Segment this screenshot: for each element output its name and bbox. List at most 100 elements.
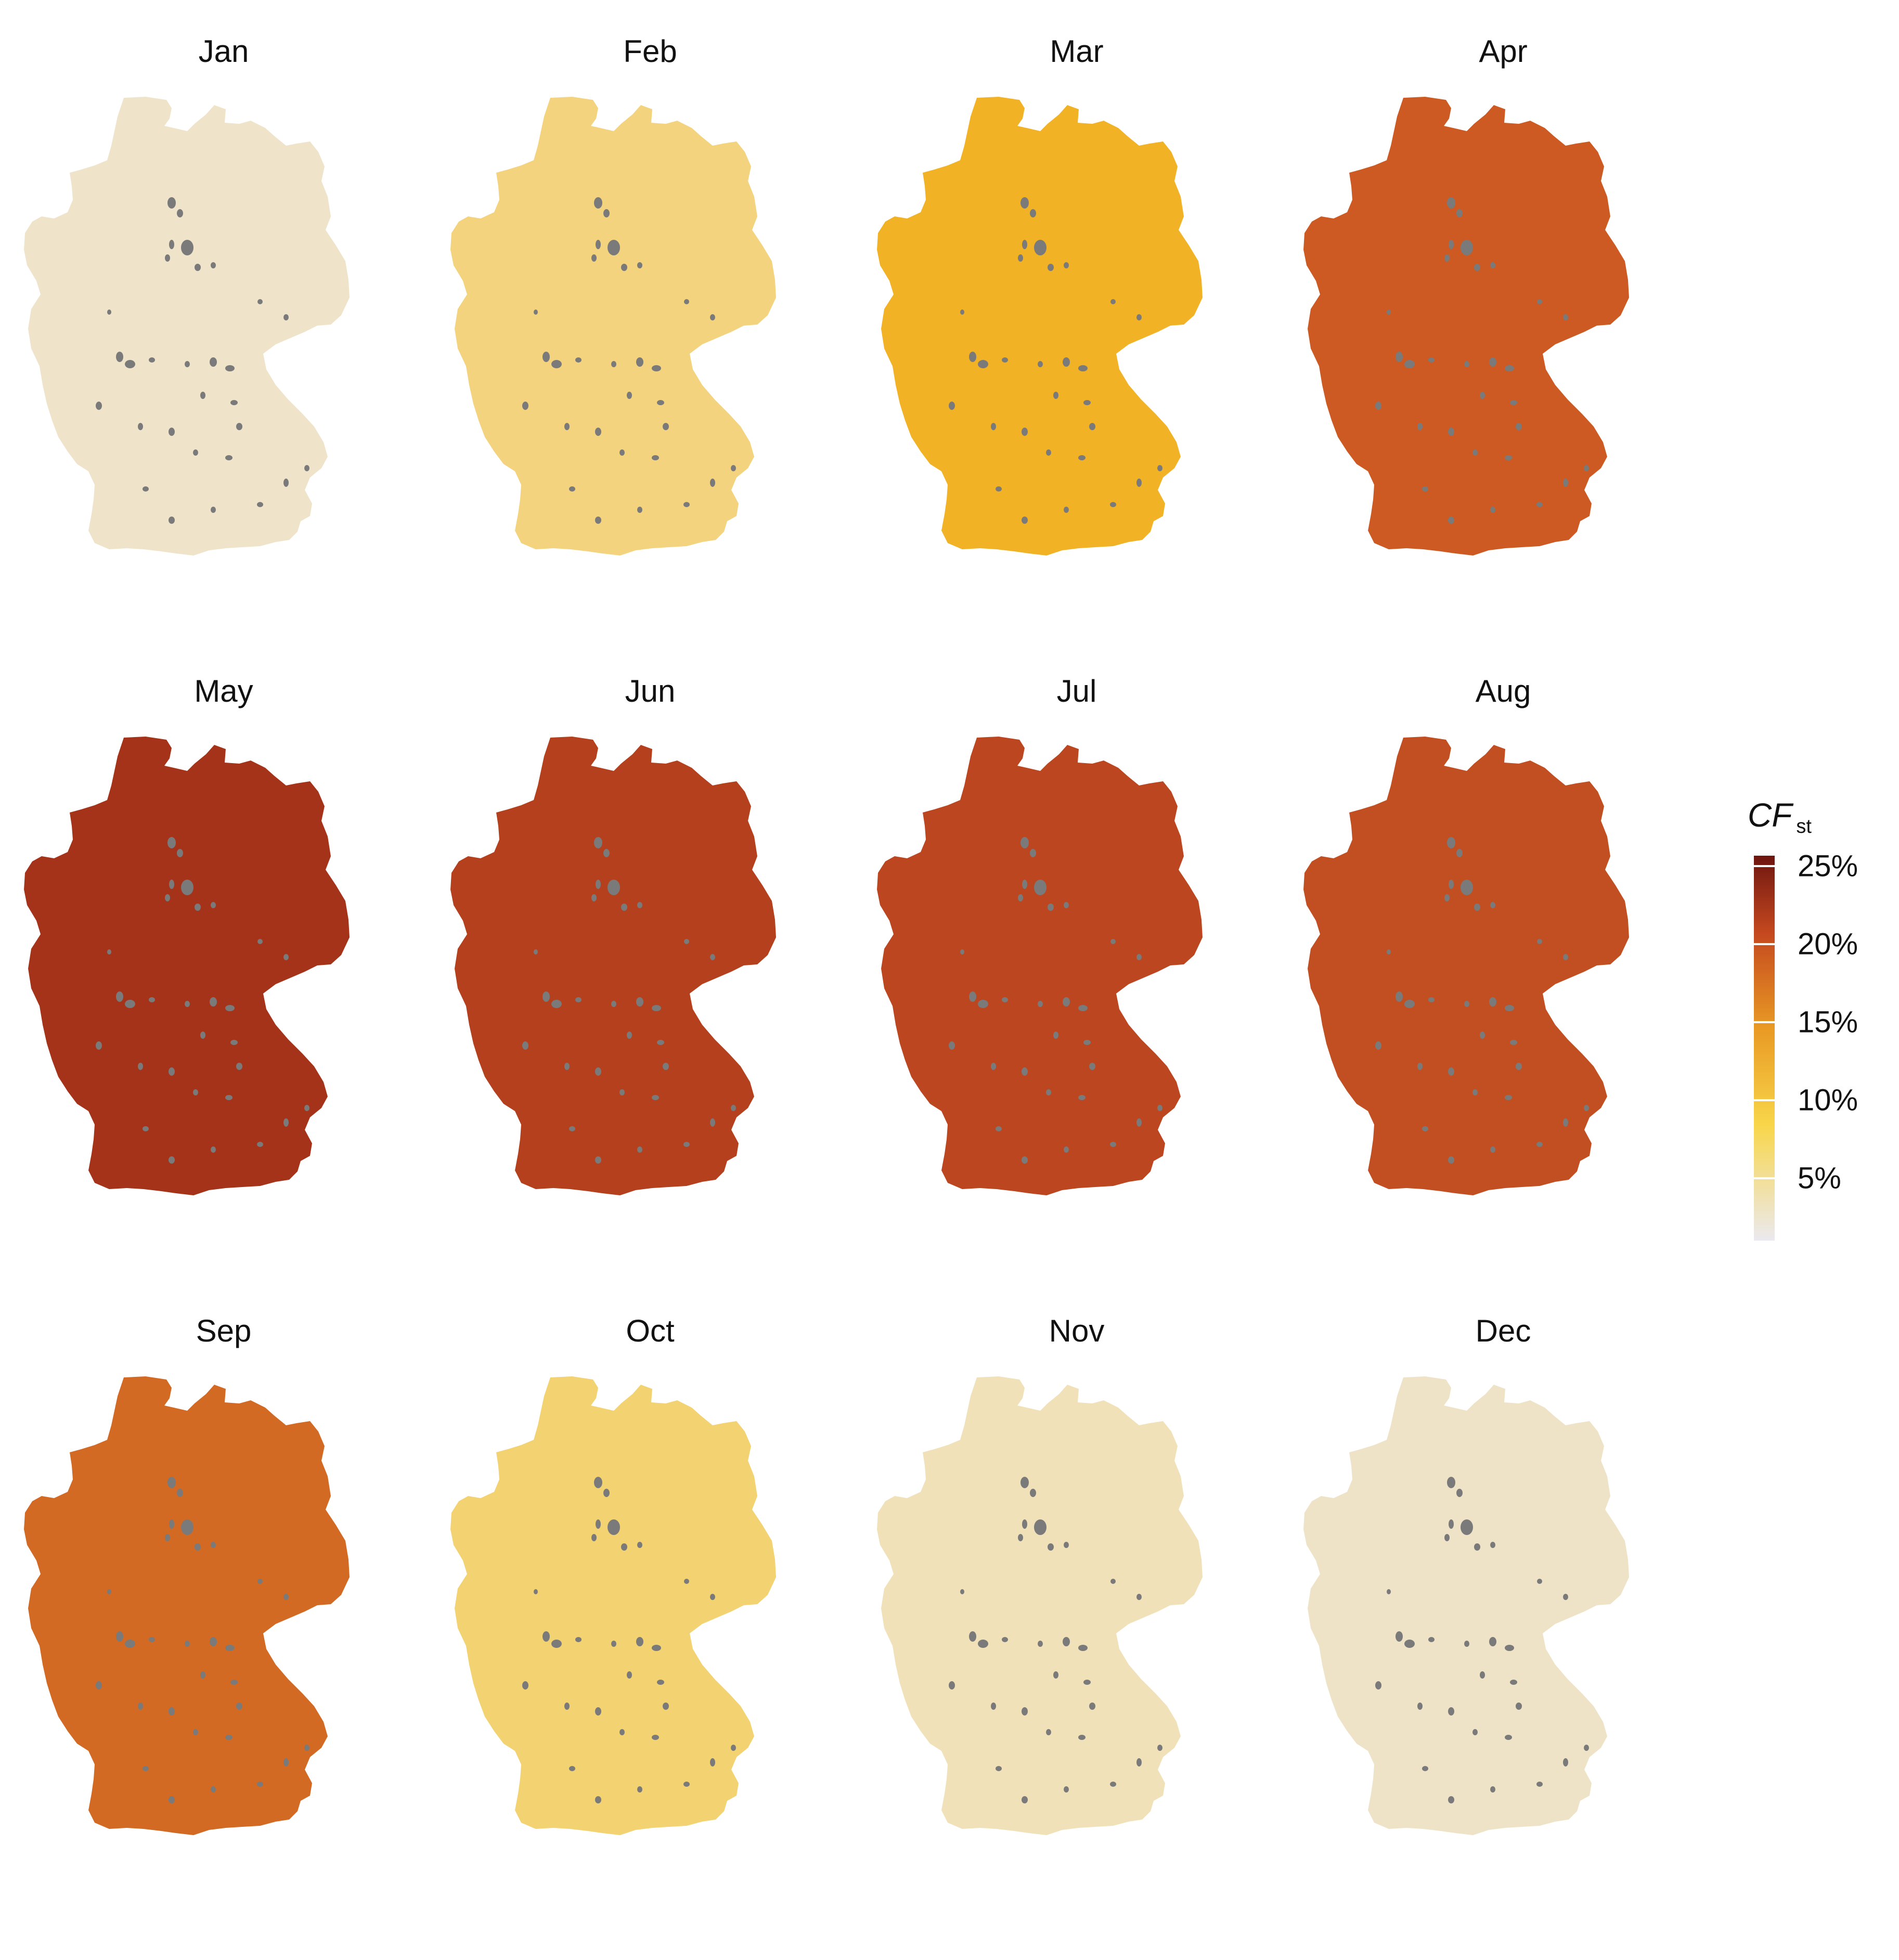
excluded-area-patch	[195, 264, 201, 271]
panel-title: Jan	[198, 34, 249, 69]
excluded-area-patch	[663, 423, 669, 430]
excluded-area-patch	[138, 423, 143, 430]
legend-title-subscript: st	[1796, 816, 1812, 837]
excluded-area-patch	[283, 479, 289, 487]
excluded-area-patch	[684, 1579, 689, 1584]
excluded-area-patch	[1422, 1126, 1428, 1131]
excluded-area-patch	[1428, 997, 1435, 1002]
excluded-area-patch	[663, 1703, 669, 1710]
excluded-area-patch	[116, 352, 123, 362]
excluded-area-patch	[596, 880, 601, 889]
germany-region-fill	[877, 1376, 1203, 1835]
excluded-area-patch	[594, 837, 602, 848]
excluded-area-patch	[522, 402, 528, 410]
excluded-area-patch	[991, 1063, 996, 1070]
excluded-area-patch	[731, 1105, 736, 1111]
excluded-area-patch	[1448, 1707, 1454, 1716]
excluded-area-patch	[193, 449, 198, 456]
excluded-area-patch	[1461, 240, 1473, 255]
excluded-area-patch	[1038, 361, 1043, 367]
excluded-area-patch	[1447, 197, 1455, 209]
colorbar-tick-label: 5%	[1798, 1161, 1841, 1195]
excluded-area-patch	[283, 1118, 289, 1127]
excluded-area-patch	[569, 486, 575, 492]
excluded-area-patch	[1563, 954, 1568, 960]
excluded-area-patch	[143, 1126, 149, 1131]
excluded-area-patch	[1461, 1519, 1473, 1535]
excluded-area-patch	[169, 428, 175, 436]
map-panel-may: May	[16, 640, 432, 1254]
excluded-area-patch	[603, 849, 610, 857]
germany-region-fill	[24, 737, 350, 1195]
excluded-area-patch	[608, 880, 620, 895]
excluded-area-patch	[991, 423, 996, 430]
excluded-area-patch	[1490, 1146, 1495, 1153]
excluded-area-patch	[107, 1589, 111, 1594]
excluded-area-patch	[595, 1156, 601, 1164]
excluded-area-patch	[608, 240, 620, 255]
excluded-area-patch	[621, 264, 627, 271]
colorbar-gradient	[1754, 856, 1775, 1241]
excluded-area-patch	[1046, 1089, 1051, 1095]
excluded-area-patch	[210, 1637, 217, 1646]
excluded-area-patch	[1490, 1542, 1495, 1548]
map-panel-jan: Jan	[16, 0, 432, 614]
excluded-area-patch	[1448, 1067, 1454, 1076]
excluded-area-patch	[1417, 1063, 1423, 1070]
excluded-area-patch	[978, 1000, 988, 1008]
excluded-area-patch	[619, 449, 625, 456]
excluded-area-patch	[96, 402, 102, 410]
map-panel-feb: Feb	[442, 0, 858, 614]
germany-region-fill	[1303, 1376, 1629, 1835]
excluded-area-patch	[596, 240, 601, 249]
germany-map	[450, 97, 776, 556]
excluded-area-patch	[1510, 400, 1517, 405]
germany-region-fill	[450, 97, 776, 556]
excluded-area-patch	[663, 1063, 669, 1070]
excluded-area-patch	[1063, 357, 1070, 367]
excluded-area-patch	[1490, 262, 1495, 268]
excluded-area-patch	[960, 310, 964, 315]
excluded-area-patch	[185, 361, 190, 367]
excluded-area-patch	[1396, 991, 1403, 1002]
map-panel-jul: Jul	[869, 640, 1285, 1254]
excluded-area-patch	[225, 1005, 235, 1011]
excluded-area-patch	[1136, 479, 1142, 487]
excluded-area-patch	[149, 997, 155, 1002]
excluded-area-patch	[569, 1126, 575, 1131]
germany-region-fill	[1303, 97, 1629, 556]
excluded-area-patch	[1022, 517, 1028, 524]
excluded-area-patch	[1034, 1519, 1047, 1535]
excluded-area-patch	[181, 1519, 193, 1535]
excluded-area-patch	[1110, 1579, 1116, 1584]
excluded-area-patch	[1444, 254, 1450, 262]
excluded-area-patch	[1022, 428, 1028, 436]
excluded-area-patch	[1489, 997, 1496, 1007]
panel-title: Sep	[196, 1313, 252, 1348]
excluded-area-patch	[230, 1040, 238, 1045]
excluded-area-patch	[1505, 1005, 1514, 1011]
excluded-area-patch	[683, 502, 690, 507]
excluded-area-patch	[1064, 1542, 1069, 1548]
excluded-area-patch	[96, 1041, 102, 1050]
excluded-area-patch	[731, 1745, 736, 1751]
germany-map	[877, 97, 1203, 556]
excluded-area-patch	[1022, 1796, 1028, 1803]
excluded-area-patch	[1022, 1156, 1028, 1164]
germany-map	[1303, 1376, 1629, 1835]
germany-map	[24, 97, 350, 556]
excluded-area-patch	[1444, 894, 1450, 901]
excluded-area-patch	[594, 197, 602, 209]
excluded-area-patch	[1396, 352, 1403, 362]
excluded-area-patch	[1449, 880, 1454, 889]
excluded-area-patch	[1505, 365, 1514, 371]
excluded-area-patch	[1136, 954, 1142, 960]
excluded-area-patch	[167, 197, 176, 209]
excluded-area-patch	[534, 949, 538, 955]
excluded-area-patch	[978, 1640, 988, 1648]
excluded-area-patch	[1020, 197, 1029, 209]
excluded-area-patch	[1472, 1089, 1478, 1095]
excluded-area-patch	[1157, 1745, 1162, 1751]
excluded-area-patch	[1387, 310, 1391, 315]
excluded-area-patch	[969, 352, 976, 362]
